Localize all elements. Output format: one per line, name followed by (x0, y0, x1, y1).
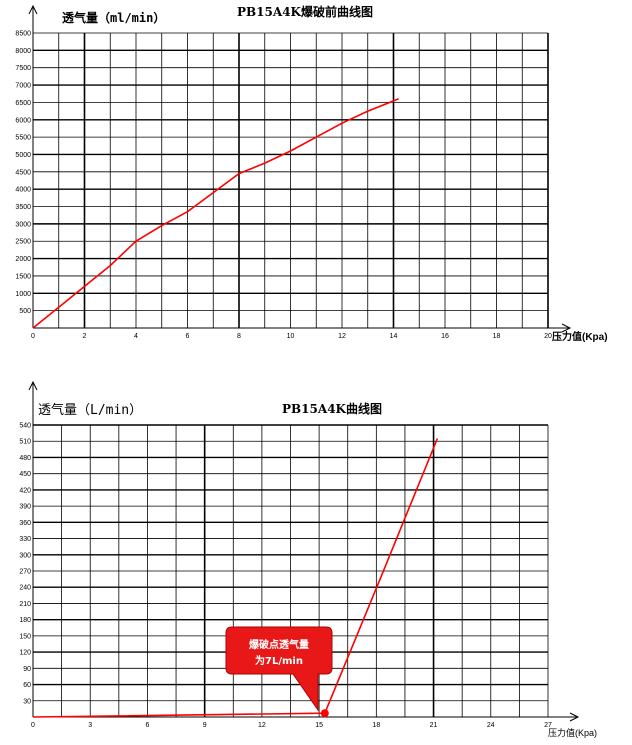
y-tick-label: 540 (19, 423, 31, 430)
y-tick-label: 210 (19, 601, 31, 608)
x-tick-label: 0 (31, 333, 35, 340)
y-tick-label: 1000 (15, 291, 31, 298)
x-tick-label: 12 (258, 722, 266, 729)
y-tick-label: 390 (19, 504, 31, 511)
y-tick-label: 5500 (15, 135, 31, 142)
chart-2-y-tick-labels: 30 60 90 120 150 180 210 240 270 300 330 360 390 420 4… (19, 423, 31, 706)
y-tick-label: 150 (19, 633, 31, 640)
chart-1-title: PB15A4K爆破前曲线图 (237, 4, 373, 19)
x-tick-label: 18 (372, 722, 380, 729)
y-tick-label: 300 (19, 552, 31, 559)
y-tick-label: 5000 (15, 152, 31, 159)
chart-1-axes (28, 4, 572, 333)
y-tick-label: 30 (23, 698, 31, 705)
y-tick-label: 90 (23, 666, 31, 673)
x-tick-label: 21 (430, 722, 438, 729)
x-tick-label: 24 (487, 722, 495, 729)
chart-2-x-tick-labels: 0 3 6 9 12 15 18 21 24 27 (31, 722, 552, 729)
callout-text-line-2: 为7L/min (255, 654, 303, 667)
y-tick-label: 2000 (15, 256, 31, 263)
x-tick-label: 20 (544, 333, 552, 340)
y-tick-label: 3000 (15, 221, 31, 228)
callout-text-line-1: 爆破点透气量 (249, 638, 309, 651)
x-axis-arrow (569, 712, 580, 722)
x-tick-label: 12 (338, 333, 346, 340)
burst-point-marker (320, 709, 329, 718)
y-tick-label: 480 (19, 455, 31, 462)
chart-2-series-line (32, 438, 439, 718)
chart-2-grid (33, 424, 549, 717)
x-tick-label: 16 (441, 333, 449, 340)
y-tick-label: 2500 (15, 239, 31, 246)
x-tick-label: 6 (145, 722, 149, 729)
x-tick-label: 27 (544, 722, 552, 729)
chart-1-y-tick-labels: 500 1000 1500 2000 2500 3000 3500 4000 4500 5000 5… (15, 31, 31, 316)
y-tick-label: 6000 (15, 117, 31, 124)
chart-2-axes (28, 380, 580, 722)
y-tick-label: 1500 (15, 273, 31, 280)
chart-2-x-axis-label: 压力值(Kpa) (548, 727, 597, 738)
chart-1-series-line (32, 98, 399, 329)
x-axis-arrow (561, 323, 572, 333)
y-tick-label: 450 (19, 471, 31, 478)
y-tick-label: 8500 (15, 31, 31, 38)
y-tick-label: 120 (19, 650, 31, 657)
y-axis-arrow (28, 4, 38, 15)
chart-2-title: PB15A4K曲线图 (282, 401, 382, 416)
chart-1-x-axis-label: 压力值(Kpa) (552, 330, 608, 343)
y-tick-label: 240 (19, 585, 31, 592)
y-tick-label: 4000 (15, 187, 31, 194)
y-tick-label: 360 (19, 520, 31, 527)
x-tick-label: 10 (287, 333, 295, 340)
y-tick-label: 4500 (15, 169, 31, 176)
x-tick-label: 8 (237, 333, 241, 340)
chart-1-y-axis-label: 透气量（ml/min） (62, 10, 165, 25)
x-tick-label: 14 (390, 333, 398, 340)
chart-2: 3060901201501802102402703003303603904204… (19, 380, 597, 738)
y-tick-label: 7500 (15, 65, 31, 72)
chart-1-grid (33, 32, 549, 328)
x-tick-label: 0 (31, 722, 35, 729)
y-tick-label: 500 (19, 308, 31, 315)
y-tick-label: 3500 (15, 204, 31, 211)
y-tick-label: 7000 (15, 83, 31, 90)
y-tick-label: 270 (19, 569, 31, 576)
x-tick-label: 18 (493, 333, 501, 340)
x-tick-label: 6 (186, 333, 190, 340)
chart-1: 500 1000 1500 2000 2500 3000 3500 4000 4500 5000 5… (15, 4, 607, 343)
y-tick-label: 8000 (15, 48, 31, 55)
y-tick-label: 510 (19, 439, 31, 446)
y-tick-label: 6500 (15, 100, 31, 107)
chart-1-x-tick-labels: 0 2 4 6 8 10 12 14 16 18 20 (31, 333, 552, 340)
x-tick-label: 2 (83, 333, 87, 340)
y-tick-label: 60 (23, 682, 31, 689)
x-tick-label: 4 (134, 333, 138, 340)
y-axis-arrow (28, 380, 38, 391)
x-tick-label: 15 (315, 722, 323, 729)
x-tick-label: 3 (88, 722, 92, 729)
y-tick-label: 180 (19, 617, 31, 624)
chart-2-y-axis-label: 透气量（L/min） (38, 402, 142, 418)
burst-point-callout: 爆破点透气量 为7L/min (225, 626, 333, 712)
y-tick-label: 420 (19, 487, 31, 494)
y-tick-label: 330 (19, 536, 31, 543)
x-tick-label: 9 (203, 722, 207, 729)
